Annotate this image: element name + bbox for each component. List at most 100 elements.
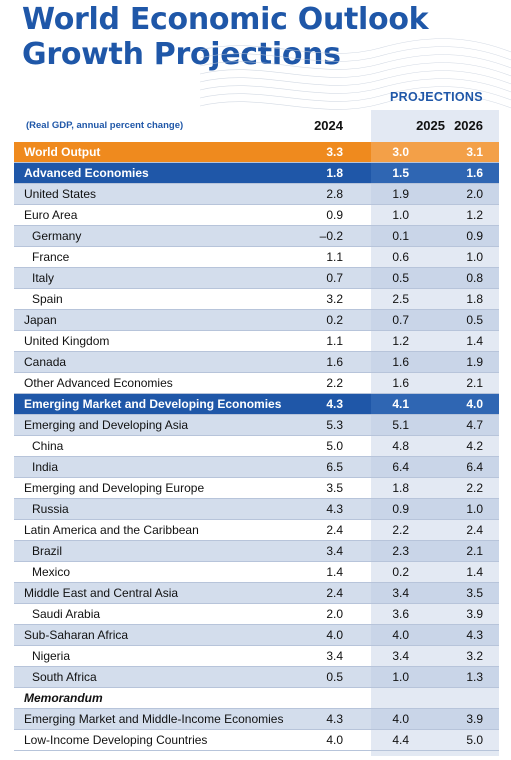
- table-row: Spain 3.2 2.5 1.8: [14, 288, 499, 310]
- value-2026: 1.3: [435, 666, 499, 688]
- row-label: Spain: [14, 288, 271, 310]
- row-label: Emerging Market and Developing Economies: [14, 393, 281, 415]
- row-label: Emerging Market and Middle-Income Econom…: [14, 708, 283, 730]
- row-label: France: [14, 246, 271, 268]
- row-label: Russia: [14, 498, 271, 520]
- value-2024: 2.0: [271, 603, 371, 625]
- year-header-2026: 2026: [454, 118, 483, 133]
- value-2026: 1.0: [435, 246, 499, 268]
- row-label: Euro Area: [14, 204, 271, 226]
- value-2024: 4.0: [271, 729, 371, 751]
- value-2025: [371, 687, 435, 709]
- value-2025: 0.2: [371, 561, 435, 583]
- table-row: Emerging Market and Middle-Income Econom…: [14, 708, 499, 730]
- value-2024: 4.3: [271, 393, 371, 415]
- table-row: World Output 3.3 3.0 3.1: [14, 142, 499, 163]
- row-label: Japan: [14, 309, 271, 331]
- table-row: Latin America and the Caribbean 2.4 2.2 2.4: [14, 519, 499, 541]
- value-2026: 0.5: [435, 309, 499, 331]
- value-2025: 1.6: [371, 351, 435, 373]
- row-label: Latin America and the Caribbean: [14, 519, 271, 541]
- row-label: South Africa: [14, 666, 271, 688]
- value-2026: 2.4: [435, 519, 499, 541]
- value-2025: 6.4: [371, 456, 435, 478]
- row-label: Mexico: [14, 561, 271, 583]
- projections-label: PROJECTIONS: [390, 90, 483, 104]
- table-row: France 1.1 0.6 1.0: [14, 246, 499, 268]
- value-2025: 1.0: [371, 666, 435, 688]
- table-row: Germany –0.2 0.1 0.9: [14, 225, 499, 247]
- value-2025: 1.9: [371, 183, 435, 205]
- title-line-1: World Economic Outlook: [22, 2, 429, 37]
- value-2024: 2.4: [271, 582, 371, 604]
- row-label: United States: [14, 183, 271, 205]
- table-row: Canada 1.6 1.6 1.9: [14, 351, 499, 373]
- value-2026: 3.9: [435, 708, 499, 730]
- value-2024: 0.9: [271, 204, 371, 226]
- table-row: Emerging and Developing Asia 5.3 5.1 4.7: [14, 414, 499, 436]
- value-2026: 0.8: [435, 267, 499, 289]
- value-2026: 4.0: [435, 393, 499, 415]
- table-row-memorandum: Memorandum: [14, 687, 499, 709]
- value-2025: 0.5: [371, 267, 435, 289]
- value-2026: 2.1: [435, 372, 499, 394]
- value-2024: 1.6: [271, 351, 371, 373]
- table-row: Nigeria 3.4 3.4 3.2: [14, 645, 499, 667]
- value-2026: 0.9: [435, 225, 499, 247]
- row-label: Brazil: [14, 540, 271, 562]
- value-2024: 2.8: [271, 183, 371, 205]
- row-label: Germany: [14, 225, 271, 247]
- row-label: Saudi Arabia: [14, 603, 271, 625]
- title-line-2: Growth Projections: [22, 37, 341, 72]
- value-2026: 1.0: [435, 498, 499, 520]
- value-2024: [271, 687, 371, 709]
- units-note: (Real GDP, annual percent change): [26, 120, 184, 131]
- value-2024: 2.4: [271, 519, 371, 541]
- value-2025: 1.8: [371, 477, 435, 499]
- table-row: Saudi Arabia 2.0 3.6 3.9: [14, 603, 499, 625]
- table-row: United States 2.8 1.9 2.0: [14, 183, 499, 205]
- value-2024: 0.7: [271, 267, 371, 289]
- value-2024: 0.2: [271, 309, 371, 331]
- value-2026: 1.8: [435, 288, 499, 310]
- value-2024: 1.1: [271, 330, 371, 352]
- value-2024: 1.4: [271, 561, 371, 583]
- table-row: Emerging Market and Developing Economies…: [14, 393, 499, 415]
- row-label: Canada: [14, 351, 271, 373]
- row-label: United Kingdom: [14, 330, 271, 352]
- year-header-2025: 2025: [416, 118, 445, 133]
- value-2024: 4.3: [271, 498, 371, 520]
- decorative-wave-pattern: [200, 38, 511, 110]
- value-2026: 6.4: [435, 456, 499, 478]
- value-2025: 0.7: [371, 309, 435, 331]
- value-2026: 1.9: [435, 351, 499, 373]
- page-title: World Economic Outlook Growth Projection…: [22, 2, 429, 72]
- table-row: Euro Area 0.9 1.0 1.2: [14, 204, 499, 226]
- row-label: Middle East and Central Asia: [14, 582, 271, 604]
- value-2026: 4.3: [435, 624, 499, 646]
- value-2025: 1.0: [371, 204, 435, 226]
- value-2025: 0.9: [371, 498, 435, 520]
- table-row: Advanced Economies 1.8 1.5 1.6: [14, 162, 499, 184]
- value-2024: 3.4: [271, 540, 371, 562]
- row-label: World Output: [14, 142, 271, 163]
- value-2025: 0.1: [371, 225, 435, 247]
- value-2026: 1.6: [435, 162, 499, 184]
- value-2024: 2.2: [271, 372, 371, 394]
- year-header-2024: 2024: [314, 118, 343, 133]
- value-2026: 1.4: [435, 561, 499, 583]
- value-2025: 0.6: [371, 246, 435, 268]
- value-2024: 3.2: [271, 288, 371, 310]
- value-2025: 1.6: [371, 372, 435, 394]
- value-2025: 4.8: [371, 435, 435, 457]
- row-label: India: [14, 456, 271, 478]
- value-2026: 1.2: [435, 204, 499, 226]
- table-row: Middle East and Central Asia 2.4 3.4 3.5: [14, 582, 499, 604]
- value-2026: 2.0: [435, 183, 499, 205]
- table-row: Other Advanced Economies 2.2 1.6 2.1: [14, 372, 499, 394]
- value-2025: 2.2: [371, 519, 435, 541]
- value-2024: 4.3: [271, 708, 371, 730]
- table-row: Sub-Saharan Africa 4.0 4.0 4.3: [14, 624, 499, 646]
- value-2024: –0.2: [271, 225, 371, 247]
- value-2026: 2.1: [435, 540, 499, 562]
